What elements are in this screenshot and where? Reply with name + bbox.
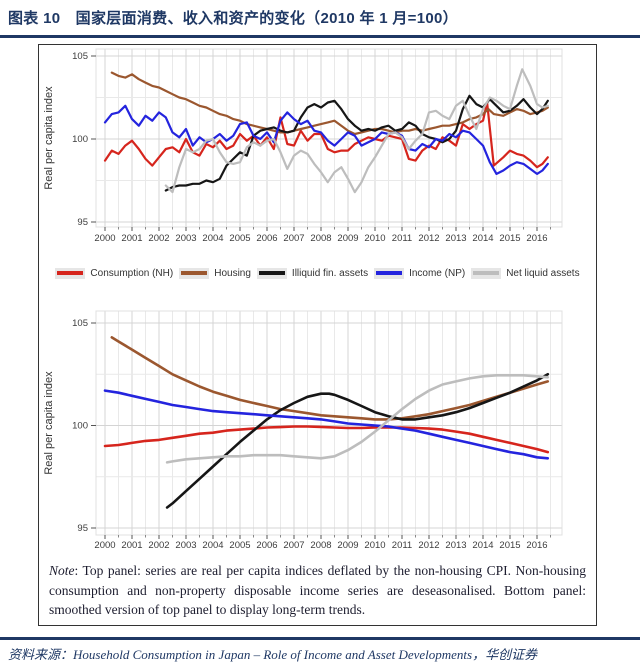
legend-line-swatch <box>376 271 403 275</box>
series-net-liquid-assets <box>165 374 550 464</box>
x-tick-label: 2011 <box>392 540 412 551</box>
x-tick-label: 2013 <box>445 233 466 244</box>
gridlines <box>96 311 562 535</box>
axes: 2000 2001 2002 2003 2004 2005 2006 2007 2008 2009… <box>72 51 551 244</box>
x-tick-label: 2014 <box>472 233 493 244</box>
x-tick-label: 2001 <box>121 233 142 244</box>
series-lines <box>103 68 549 194</box>
legend-item-net-liquid-assets: Net liquid assets <box>471 267 580 279</box>
top-panel-chart: 2000 2001 2002 2003 2004 2005 2006 2007 2008 2009… <box>43 48 563 244</box>
x-tick-label: 2015 <box>499 540 520 551</box>
legend-key <box>256 267 287 279</box>
source-line: 资料来源：Household Consumption in Japan – Ro… <box>8 644 632 663</box>
x-tick-label: 2007 <box>283 233 304 244</box>
x-tick-label: 2013 <box>445 540 466 551</box>
note-text: : Top panel: series are real per capita … <box>49 563 586 618</box>
x-tick-label: 2000 <box>94 233 115 244</box>
x-tick-label: 2005 <box>229 233 250 244</box>
x-tick-label: 2016 <box>526 540 547 551</box>
series-consumption-nh <box>103 425 550 454</box>
x-tick-label: 2006 <box>256 233 277 244</box>
source-label: 资料来源： <box>8 647 74 662</box>
legend-label: Consumption (NH) <box>90 267 174 279</box>
y-tick-label: 100 <box>72 421 88 432</box>
legend-line-swatch <box>258 271 285 275</box>
legend-key <box>179 267 210 279</box>
source-text: Household Consumption in Japan – Role of… <box>73 647 473 662</box>
legend-item-illiquid-fin-assets: Illiquid fin. assets <box>256 267 369 279</box>
x-tick-label: 2010 <box>364 540 385 551</box>
y-tick-label: 95 <box>77 523 88 534</box>
x-tick-label: 2002 <box>148 233 169 244</box>
chart-legend: Consumption (NH) Housing Illiquid fin. ass… <box>39 253 596 293</box>
x-tick-label: 2009 <box>337 540 358 551</box>
legend-line-swatch <box>181 271 208 275</box>
x-tick-label: 2009 <box>337 233 358 244</box>
x-tick-label: 2005 <box>229 540 250 551</box>
x-tick-label: 2008 <box>310 233 331 244</box>
series-income-np <box>103 389 550 460</box>
x-tick-label: 2016 <box>526 233 547 244</box>
x-tick-label: 2007 <box>283 540 304 551</box>
source-rule <box>0 637 640 640</box>
x-tick-label: 2003 <box>175 540 196 551</box>
legend-line-swatch <box>57 271 84 275</box>
x-tick-label: 2011 <box>392 233 412 244</box>
plot-border <box>95 310 563 536</box>
series-income-np <box>103 104 549 176</box>
legend-line-swatch <box>473 271 500 275</box>
y-tick-label: 95 <box>77 217 88 228</box>
series-illiquid-fin-assets <box>165 373 550 509</box>
note-label: Note <box>49 563 75 578</box>
x-tick-label: 2010 <box>364 233 385 244</box>
series-housing <box>110 71 549 136</box>
legend-key <box>471 267 502 279</box>
legend-label: Income (NP) <box>409 267 466 279</box>
y-tick-label: 100 <box>72 134 88 145</box>
series-net-liquid-assets <box>164 68 549 194</box>
y-tick-label: 105 <box>72 51 88 62</box>
figure-note: Note: Top panel: series are real per cap… <box>49 561 586 620</box>
figure-title: 图表 10 国家层面消费、收入和资产的变化（2010 年 1 月=100） <box>8 10 458 27</box>
x-tick-label: 2008 <box>310 540 331 551</box>
legend-label: Housing <box>214 267 251 279</box>
x-tick-label: 2003 <box>175 233 196 244</box>
figure-box: 2000 2001 2002 2003 2004 2005 2006 2007 2008 2009… <box>38 44 597 626</box>
x-tick-label: 2004 <box>202 540 223 551</box>
y-axis-title: Real per capita index <box>43 371 55 475</box>
x-tick-label: 2015 <box>499 233 520 244</box>
source-suffix: ，华创证券 <box>472 647 538 662</box>
series-housing <box>110 336 550 421</box>
legend-item-housing: Housing <box>179 267 251 279</box>
legend-key <box>55 267 86 279</box>
x-tick-label: 2000 <box>94 540 115 551</box>
axes: 2000 2001 2002 2003 2004 2005 2006 2007 2008 2009… <box>72 318 551 551</box>
legend-label: Illiquid fin. assets <box>291 267 369 279</box>
legend-item-consumption-nh: Consumption (NH) <box>55 267 174 279</box>
plot-border <box>95 48 563 228</box>
title-rule <box>0 35 640 38</box>
series-consumption-nh <box>103 101 549 169</box>
x-tick-label: 2002 <box>148 540 169 551</box>
y-tick-label: 105 <box>72 318 88 329</box>
y-axis-title: Real per capita index <box>43 86 55 190</box>
x-tick-label: 2001 <box>121 540 142 551</box>
x-tick-label: 2004 <box>202 233 223 244</box>
x-tick-label: 2006 <box>256 540 277 551</box>
x-tick-label: 2012 <box>418 540 439 551</box>
legend-label: Net liquid assets <box>506 267 580 279</box>
legend-item-income-np: Income (NP) <box>374 267 466 279</box>
gridlines <box>96 49 562 227</box>
x-tick-label: 2012 <box>418 233 439 244</box>
bottom-panel-chart: 2000 2001 2002 2003 2004 2005 2006 2007 2008 2009… <box>43 310 563 551</box>
x-tick-label: 2014 <box>472 540 493 551</box>
series-lines <box>103 336 550 509</box>
legend-key <box>374 267 405 279</box>
